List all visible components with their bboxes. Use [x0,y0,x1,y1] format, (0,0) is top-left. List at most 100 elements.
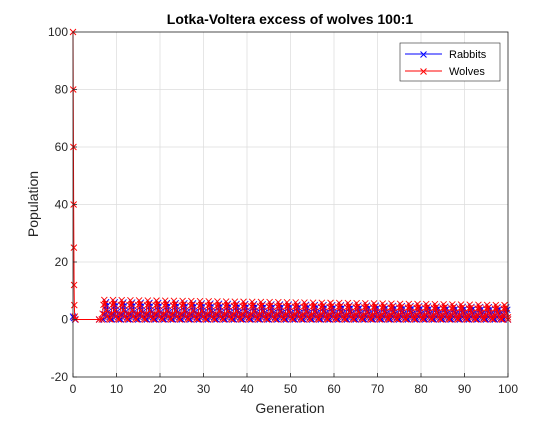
data-point-wolves [146,307,154,315]
data-point-wolves [99,310,106,317]
data-point-wolves [166,315,174,323]
x-tick-label: 40 [240,382,254,396]
data-point-wolves [107,310,115,317]
data-point-wolves [172,307,180,315]
data-point-wolves [142,310,150,318]
data-point-wolves [194,310,202,318]
data-point-wolves [494,309,502,317]
data-point-wolves [263,316,271,323]
data-point-wolves [432,303,440,311]
data-point-wolves [161,297,169,305]
y-tick-label: -20 [51,370,69,384]
data-point-wolves [159,316,166,323]
data-point-wolves [384,315,391,323]
data-point-wolves [114,315,122,323]
data-point-wolves [258,302,266,309]
data-point-wolves [485,309,493,317]
data-point-wolves [310,302,318,310]
data-point-wolves [186,310,193,318]
data-point-wolves [471,315,478,323]
data-point-wolves [410,315,417,323]
data-point-wolves [445,315,452,323]
data-point-wolves [468,309,476,317]
x-tick-label: 60 [327,382,341,396]
data-point-wolves [361,304,368,311]
data-point-wolves [188,297,195,305]
data-point-wolves [335,303,342,311]
data-point-wolves [179,297,186,305]
data-point-wolves [390,309,397,316]
chart-title: Lotka-Voltera excess of wolves 100:1 [167,11,414,27]
data-point-wolves [150,316,158,323]
legend-rabbits-marker [420,51,427,58]
data-point-wolves [236,315,243,323]
data-point-wolves [184,315,191,323]
data-point-wolves [249,302,257,309]
data-point-wolves [403,311,411,319]
data-point-wolves [389,303,396,311]
data-point-wolves [360,311,367,318]
data-point-wolves [276,302,283,309]
data-point-wolves [251,308,258,315]
data-point-wolves [438,311,446,319]
data-point-wolves [371,303,379,310]
y-tick-label: 100 [48,25,68,39]
data-point-wolves [207,307,215,315]
data-point-wolves [136,300,144,308]
series-wolves [69,28,512,323]
data-point-wolves [488,315,496,323]
data-point-wolves [305,315,313,323]
data-point-wolves [290,311,298,318]
data-point-wolves [241,301,248,309]
data-point-wolves [153,297,160,304]
data-point-wolves [323,315,330,323]
data-point-wolves [162,301,170,308]
data-point-wolves [311,308,319,316]
data-point-wolves [124,316,132,323]
data-point-wolves [259,308,267,315]
data-point-wolves [116,310,124,318]
data-point-wolves [281,316,288,323]
data-point-wolves [499,311,507,319]
data-point-wolves [381,309,389,316]
data-point-wolves [144,297,152,304]
data-point-wolves [375,315,383,323]
data-point-wolves [145,300,153,308]
data-point-wolves [436,315,444,323]
legend-box [399,42,501,82]
data-point-wolves [167,316,175,323]
data-point-wolves [135,297,143,304]
data-point-wolves [334,311,341,318]
data-point-wolves [447,311,454,319]
data-point-wolves [223,301,231,309]
data-point-wolves [477,309,484,317]
data-point-wolves [255,310,263,318]
data-point-wolves [140,315,148,323]
data-point-wolves [164,307,171,315]
data-point-wolves [387,304,394,311]
data-point-wolves [392,315,400,323]
data-point-wolves [227,315,235,323]
data-point-wolves [120,307,128,315]
data-point-wolves [493,304,501,312]
data-point-wolves [277,308,284,316]
data-point-wolves [378,304,386,311]
data-point-wolves [363,303,370,310]
x-tick-label: 90 [458,382,472,396]
data-point-wolves [354,303,361,310]
data-point-wolves [185,316,193,323]
data-point-wolves [192,315,200,323]
data-point-wolves [198,307,206,315]
data-point-wolves [246,316,253,323]
data-point-wolves [168,310,176,318]
data-point-wolves [464,311,472,319]
data-point-wolves [175,315,183,323]
legend-entry-wolves: Wolves [405,66,485,78]
data-point-wolves [119,300,127,308]
data-point-wolves [271,315,278,323]
data-point-wolves [267,302,274,309]
data-point-wolves [157,315,165,323]
y-axis: -20 0 20 40 60 80 100 [48,25,77,384]
data-point-wolves [285,308,293,316]
y-axis-label: Population [25,171,41,237]
